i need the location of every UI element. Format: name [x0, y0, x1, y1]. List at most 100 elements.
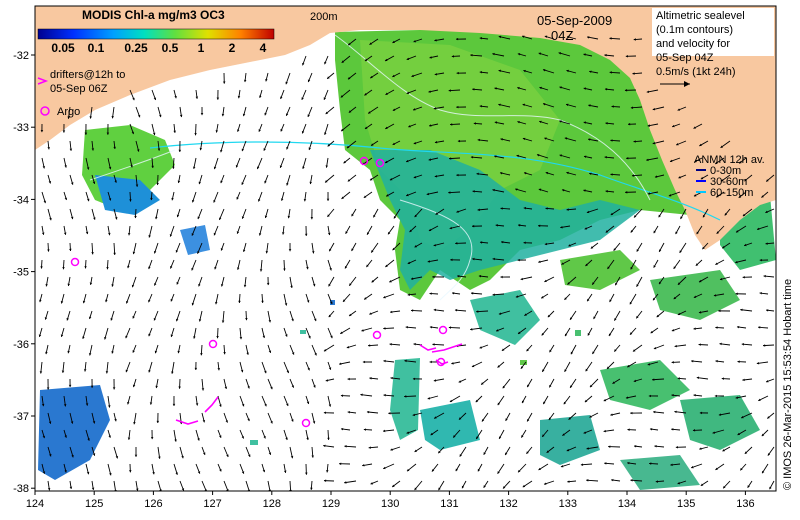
velocity-arrow-head [285, 81, 288, 85]
velocity-arrow-head [735, 396, 738, 399]
velocity-arrow-head [340, 95, 344, 98]
velocity-arrow-head [527, 419, 530, 422]
velocity-arrow-head [455, 242, 458, 245]
velocity-arrow-head [518, 224, 521, 227]
velocity-arrow-head [669, 159, 673, 163]
velocity-arrow-head [549, 349, 552, 353]
velocity-arrow-head [330, 301, 333, 305]
velocity-arrow-head [605, 190, 608, 193]
velocity-arrow-head [70, 182, 74, 185]
velocity-arrow-head [723, 485, 726, 489]
velocity-arrow-head [242, 249, 246, 252]
velocity-arrow-head [264, 112, 267, 116]
velocity-arrow-head [155, 385, 158, 389]
velocity-arrow-head [737, 432, 741, 435]
velocity-arrow-head [153, 318, 157, 321]
velocity-arrow-head [628, 122, 631, 126]
velocity-arrow-head [175, 250, 179, 253]
velocity-arrow-head [329, 268, 332, 271]
velocity-arrow-head [479, 36, 483, 40]
velocity-arrow-head [744, 178, 747, 182]
x-tick-label: 134 [618, 498, 636, 510]
velocity-arrow-head [757, 227, 760, 231]
velocity-arrow-head [523, 69, 526, 73]
velocity-arrow-head [407, 293, 410, 296]
velocity-arrow-head [368, 344, 371, 347]
velocity-arrow-head [517, 120, 520, 124]
anmn-title: ANMN 12h av. [694, 154, 765, 166]
velocity-arrow-head [114, 418, 117, 422]
velocity-arrow-head [495, 224, 498, 227]
velocity-arrow-head [580, 463, 584, 466]
velocity-arrow-head [518, 469, 521, 473]
velocity-arrow-head [82, 300, 86, 304]
velocity-arrow-head [84, 132, 88, 135]
velocity-arrow-head [761, 433, 765, 437]
altimetry-legend-line-1: Altimetric sealevel [656, 10, 745, 22]
velocity-arrow-head [256, 166, 260, 170]
velocity-arrow-head [49, 454, 52, 457]
velocity-arrow-head [390, 376, 393, 380]
velocity-arrow-head [92, 421, 96, 424]
x-tick-label: 126 [144, 498, 162, 510]
velocity-arrow-head [763, 344, 766, 347]
velocity-arrow-head [633, 215, 637, 218]
velocity-arrow-head [288, 249, 292, 252]
velocity-arrow-head [385, 160, 388, 164]
velocity-arrow-head [369, 377, 372, 380]
velocity-arrow-head [135, 184, 139, 187]
velocity-arrow-head [363, 195, 367, 198]
velocity-arrow-head [191, 302, 195, 306]
velocity-arrow-head [702, 214, 706, 218]
velocity-arrow-head [220, 180, 223, 184]
velocity-arrow-head [649, 462, 652, 465]
velocity-arrow-head [435, 212, 439, 215]
velocity-arrow-head [672, 124, 675, 128]
velocity-arrow-head [174, 95, 177, 99]
velocity-arrow-head [174, 439, 177, 442]
velocity-arrow-head [262, 469, 266, 473]
velocity-arrow-head [389, 279, 392, 283]
velocity-arrow-head [521, 400, 525, 404]
velocity-arrow-head [369, 312, 372, 315]
velocity-arrow-head [393, 216, 397, 219]
velocity-arrow-head [498, 35, 502, 39]
velocity-arrow-head [43, 200, 47, 204]
velocity-arrow-head [605, 122, 608, 125]
velocity-arrow-head [653, 230, 656, 234]
velocity-arrow-head [305, 472, 308, 475]
velocity-arrow-head [603, 398, 607, 402]
argo-float-marker [438, 325, 448, 335]
land-mass [35, 6, 776, 250]
velocity-arrow-head [427, 260, 431, 263]
velocity-arrow-head [311, 251, 315, 254]
velocity-arrow-head [431, 469, 435, 472]
velocity-arrow-head [674, 344, 677, 348]
velocity-arrow-head [313, 318, 317, 322]
velocity-arrow-head [327, 437, 330, 440]
velocity-arrow-head [630, 479, 633, 482]
velocity-arrow-head [479, 70, 483, 74]
velocity-arrow-head [515, 295, 519, 298]
velocity-arrow-head [84, 266, 87, 269]
velocity-arrow-head [268, 319, 272, 323]
velocity-arrow-head [136, 488, 139, 491]
velocity-arrow-head [194, 367, 198, 371]
velocity-arrow-head [544, 242, 548, 246]
velocity-arrow-head [114, 180, 117, 183]
colorbar-label: 4 [260, 41, 267, 55]
velocity-arrow-head [49, 217, 52, 221]
velocity-arrow-head [429, 56, 432, 59]
argo-float-marker [359, 156, 369, 166]
velocity-arrow-head [678, 176, 681, 179]
velocity-arrow-head [763, 274, 766, 278]
velocity-arrow-head [610, 173, 613, 176]
argo-float-marker [372, 330, 382, 340]
velocity-arrow-head [148, 299, 151, 303]
velocity-arrow-head [64, 197, 68, 201]
velocity-arrow-head [522, 484, 526, 488]
velocity-arrow-head [125, 335, 128, 339]
velocity-arrow-head [564, 297, 567, 300]
velocity-arrow-head [625, 54, 628, 58]
